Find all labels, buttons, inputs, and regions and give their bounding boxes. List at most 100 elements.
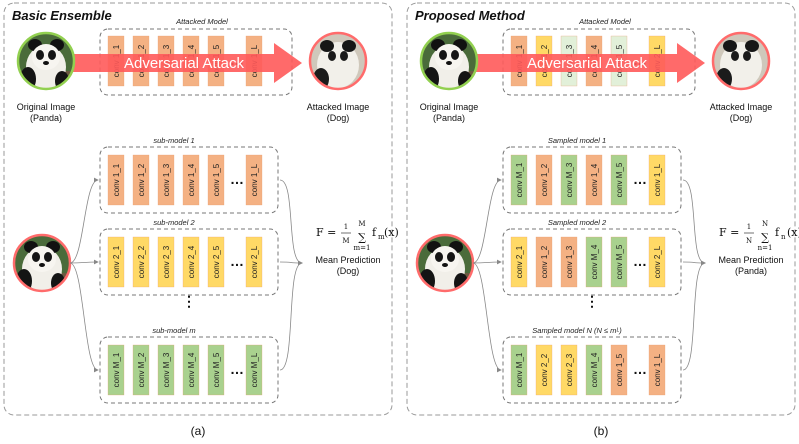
panel-b-prediction-1: Mean Prediction <box>718 255 783 265</box>
panel-b-input-image <box>415 233 475 293</box>
panel-a-model-2-layer-label-3: conv 2_3 <box>162 245 171 278</box>
panel-b-formula-sigma: ∑ <box>761 231 769 244</box>
panel-b-model-2-label: Sampled model 2 <box>548 218 607 227</box>
panel-b-model-2-layer-box-6 <box>648 236 666 288</box>
panel-a-model-1-layer-box-1 <box>107 154 125 206</box>
panel-a-model-3-layer-4: conv M_4 <box>182 344 200 396</box>
panel-a-attacked-caption-1: Attacked Image <box>307 102 370 112</box>
panel-b-original-image-clip <box>421 33 477 89</box>
dog-photo-ear-left <box>723 40 737 52</box>
panel-b-in-arrow-1 <box>472 177 502 264</box>
panel-b-model-3-layer-box-6 <box>648 344 666 396</box>
panel-a-model-3-layer-box-6 <box>245 344 263 396</box>
panel-b-formula: F = 1 N ∑ Nn=1fn(x) <box>719 220 799 252</box>
panel-a-input-image-clip <box>14 235 70 291</box>
panel-a-model-1-layer-3: conv 1_3 <box>157 154 175 206</box>
panel-a-formula-term: f <box>372 226 377 239</box>
panel-b-title: Proposed Method <box>415 8 526 23</box>
panel-b-model-1-layer-1: conv M_1 <box>510 154 528 206</box>
dog-photo-ear-right <box>342 40 356 52</box>
panel-b-model-3-box <box>502 336 682 404</box>
panel-b-model-2-layer-box-1 <box>510 236 528 288</box>
panel-b-model-2-layer-label-2: conv 1_2 <box>540 245 549 278</box>
panel-b-model-2-layer-5: conv M_5 <box>610 236 628 288</box>
panel-b-model-1-layer-label-1: conv M_1 <box>515 162 524 197</box>
panel-a-input-image <box>12 233 72 293</box>
panel-a-original-caption-1: Original Image <box>17 102 76 112</box>
panel-b-formula-sum-top: N <box>762 220 768 228</box>
panel-b-model-1-layer-box-6 <box>648 154 666 206</box>
panel-a-attacked-image <box>308 31 368 91</box>
panel-a-model-2-layer-label-5: conv 2_5 <box>212 245 221 278</box>
panel-b-original-caption-1: Original Image <box>420 102 479 112</box>
panel-b-model-1-layer-label-3: conv M_3 <box>565 162 574 197</box>
panel-a-model-1-layer-label-6: conv 1_L <box>250 163 259 196</box>
dog-photo-ear-left <box>320 40 334 52</box>
panel-a-model-3-layer-box-5 <box>207 344 225 396</box>
panel-a-model-1-layer-5: conv 1_5 <box>207 154 225 206</box>
panel-a-model-2-layer-label-2: conv 2_2 <box>137 245 146 278</box>
panel-a-model-3-layer-box-1 <box>107 344 125 396</box>
panel-b-model-2-layer-3: conv 1_3 <box>560 236 578 288</box>
panel-b-model-3-layer-box-1 <box>510 344 528 396</box>
panel-b-attacked-model-label: Attacked Model <box>578 17 631 26</box>
panel-b-attacked-image-ring <box>711 31 771 91</box>
panel-b-model-2-layer-1: conv 2_1 <box>510 236 528 288</box>
panel-b-model-1-layer-5: conv M_5 <box>610 154 628 206</box>
panel-b-model-1-layer-3: conv M_3 <box>560 154 578 206</box>
panel-a-model-2-box <box>99 228 279 296</box>
dog-photo-eye-left <box>328 51 336 61</box>
panel-a-model-3-label: sub-model m <box>152 326 195 335</box>
panda-photo <box>14 235 70 291</box>
panel-b-model-1-layer-6: conv 1_L <box>648 154 666 206</box>
panel-b-attacked-image-clip <box>713 33 769 89</box>
panel-a-model-1-layer-label-2: conv 1_2 <box>137 163 146 196</box>
panel-a-in-arrow-1 <box>69 177 99 264</box>
panel-a-model-2-layer-5: conv 2_5 <box>207 236 225 288</box>
panel-b-original-image-ring <box>419 31 479 91</box>
panel-b-model-1-ellipsis: … <box>633 171 647 187</box>
panel-a-prediction-2: (Dog) <box>337 266 360 276</box>
dog-photo-eye-right <box>743 51 751 61</box>
panel-b-formula-term-arg: (x) <box>787 226 799 239</box>
panel-a-model-2-layer-label-6: conv 2_L <box>250 245 259 278</box>
panel-b-prediction-2: (Panda) <box>735 266 767 276</box>
panel-b-model-1-layer-label-4: conv 1_4 <box>590 163 599 196</box>
panel-b-out-arrow-3 <box>682 260 706 371</box>
panel-a-in-arrow-2 <box>69 259 99 265</box>
panel-a-model-1-layer-box-5 <box>207 154 225 206</box>
panel-a-model-3-layer-3: conv M_3 <box>157 344 175 396</box>
panel-b-model-2-layer-4: conv M_4 <box>585 236 603 288</box>
panel-a-formula-term-arg: (x) <box>384 226 399 239</box>
panel-a-model-1-label: sub-model 1 <box>153 136 194 145</box>
panel-b-model-2-layer-label-4: conv M_4 <box>590 244 599 279</box>
panel-a-vertical-dots: ⋮ <box>182 293 196 309</box>
panel-b-model-2-layer-label-5: conv M_5 <box>615 244 624 279</box>
panel-b-model-3-layer-box-3 <box>560 344 578 396</box>
panel-a-model-1-layer-label-3: conv 1_3 <box>162 163 171 196</box>
panel-b-model-3-layer-6: conv 1_L <box>648 344 666 396</box>
panel-a-model-3-layer-box-3 <box>157 344 175 396</box>
panel-b-frame <box>406 2 796 416</box>
panel-a-out-arrow-2 <box>279 260 303 266</box>
panel-b-model-3-layer-box-4 <box>585 344 603 396</box>
panel-a-attack-label: Adversarial Attack <box>124 55 245 72</box>
panel-a-model-2-ellipsis: … <box>230 253 244 269</box>
dog-photo-eye-left <box>731 51 739 61</box>
panel-b-model-1-layer-box-5 <box>610 154 628 206</box>
panel-b-model-3-layer-label-1: conv M_1 <box>515 352 524 387</box>
panel-a-model-1-layer-2: conv 1_2 <box>132 154 150 206</box>
panel-a-model-2-layer-label-4: conv 2_4 <box>187 245 196 278</box>
panel-b-model-3-layer-label-3: conv 2_3 <box>565 353 574 386</box>
panel-a-formula-num: 1 <box>344 223 348 231</box>
panel-a-model-2-layer-box-5 <box>207 236 225 288</box>
panel-a-model-2-label: sub-model 2 <box>153 218 195 227</box>
panel-a-formula-lhs: F = <box>316 226 336 239</box>
panel-a-attacked-model-label: Attacked Model <box>175 17 228 26</box>
panel-b-original-caption-2: (Panda) <box>433 113 465 123</box>
panel-a-attacked-image-ring <box>308 31 368 91</box>
panel-a-formula-den: M <box>342 237 349 245</box>
panel-b-vertical-dots: ⋮ <box>585 293 599 309</box>
